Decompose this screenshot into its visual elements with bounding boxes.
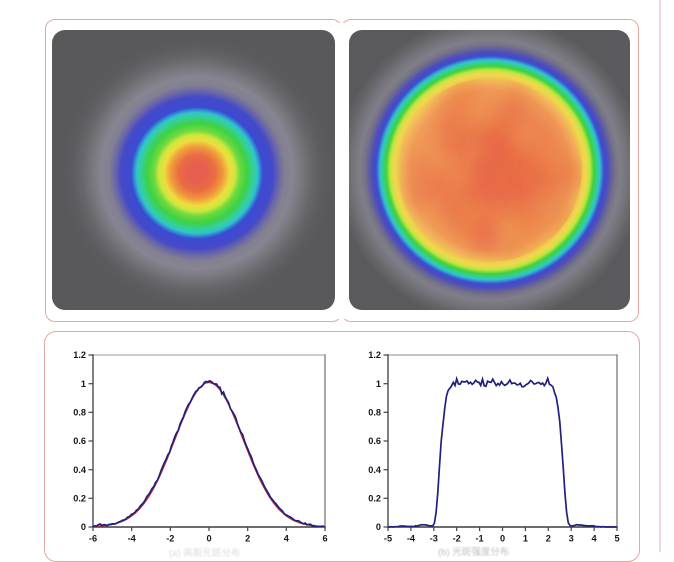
svg-text:0.8: 0.8 [73,408,86,418]
svg-text:0: 0 [81,522,86,532]
svg-text:1: 1 [376,379,381,389]
svg-text:-6: -6 [89,534,97,544]
svg-text:-4: -4 [407,534,416,544]
svg-text:0.6: 0.6 [368,436,381,446]
svg-text:1.2: 1.2 [368,350,381,360]
svg-text:0.6: 0.6 [73,436,86,446]
svg-text:4: 4 [592,534,598,544]
svg-text:2: 2 [546,534,551,544]
svg-text:-1: -1 [476,534,484,544]
svg-text:2: 2 [245,534,250,544]
svg-text:0.4: 0.4 [73,465,87,475]
svg-text:-3: -3 [430,534,438,544]
svg-text:3: 3 [569,534,574,544]
svg-text:6: 6 [322,534,327,544]
svg-text:-5: -5 [384,534,392,544]
svg-text:1: 1 [81,379,86,389]
svg-text:0.8: 0.8 [368,408,381,418]
svg-text:-2: -2 [166,534,174,544]
svg-text:1.2: 1.2 [73,350,86,360]
svg-text:0: 0 [500,534,505,544]
svg-text:0: 0 [206,534,211,544]
svg-text:0.2: 0.2 [73,494,86,504]
svg-text:5: 5 [614,534,619,544]
svg-text:0.2: 0.2 [368,494,381,504]
svg-text:4: 4 [284,534,290,544]
svg-text:0.4: 0.4 [368,465,382,475]
svg-text:0: 0 [376,522,381,532]
svg-text:-4: -4 [128,534,137,544]
svg-text:-2: -2 [453,534,461,544]
svg-text:1: 1 [523,534,528,544]
